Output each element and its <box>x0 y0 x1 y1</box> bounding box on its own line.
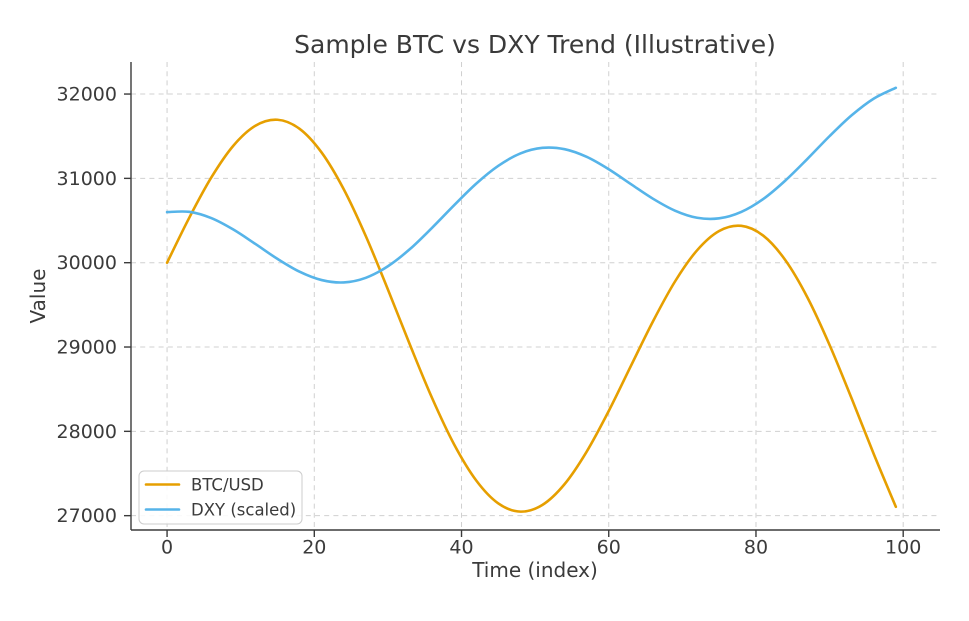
y-tick-label: 32000 <box>57 84 117 106</box>
x-tick-label: 20 <box>302 537 326 559</box>
series-line-dxy-scaled <box>165 86 898 284</box>
x-axis-label: Time (index) <box>471 558 598 582</box>
series-layer <box>165 86 898 513</box>
y-tick-label: 27000 <box>57 505 117 527</box>
y-axis-label: Value <box>26 269 50 324</box>
chart-title: Sample BTC vs DXY Trend (Illustrative) <box>294 30 776 59</box>
axis-layer: 0 20 40 60 80 100 27000 28000 29000 30000 31000 320… <box>57 62 940 559</box>
y-tick-label: 30000 <box>57 252 117 274</box>
series-line-btc-usd <box>165 118 898 513</box>
x-tick-label: 0 <box>161 537 173 559</box>
x-tick-label: 100 <box>885 537 921 559</box>
x-tick-label: 40 <box>449 537 473 559</box>
y-tick-label: 29000 <box>57 337 117 359</box>
legend-label-dxy-scaled: DXY (scaled) <box>191 501 296 520</box>
grid-layer <box>131 62 940 530</box>
y-tick-label: 28000 <box>57 421 117 443</box>
x-tick-label: 60 <box>597 537 621 559</box>
x-tick-label: 80 <box>744 537 768 559</box>
legend-label-btc-usd: BTC/USD <box>191 476 264 495</box>
legend: BTC/USD DXY (scaled) <box>138 470 303 525</box>
y-tick-label: 31000 <box>57 168 117 190</box>
